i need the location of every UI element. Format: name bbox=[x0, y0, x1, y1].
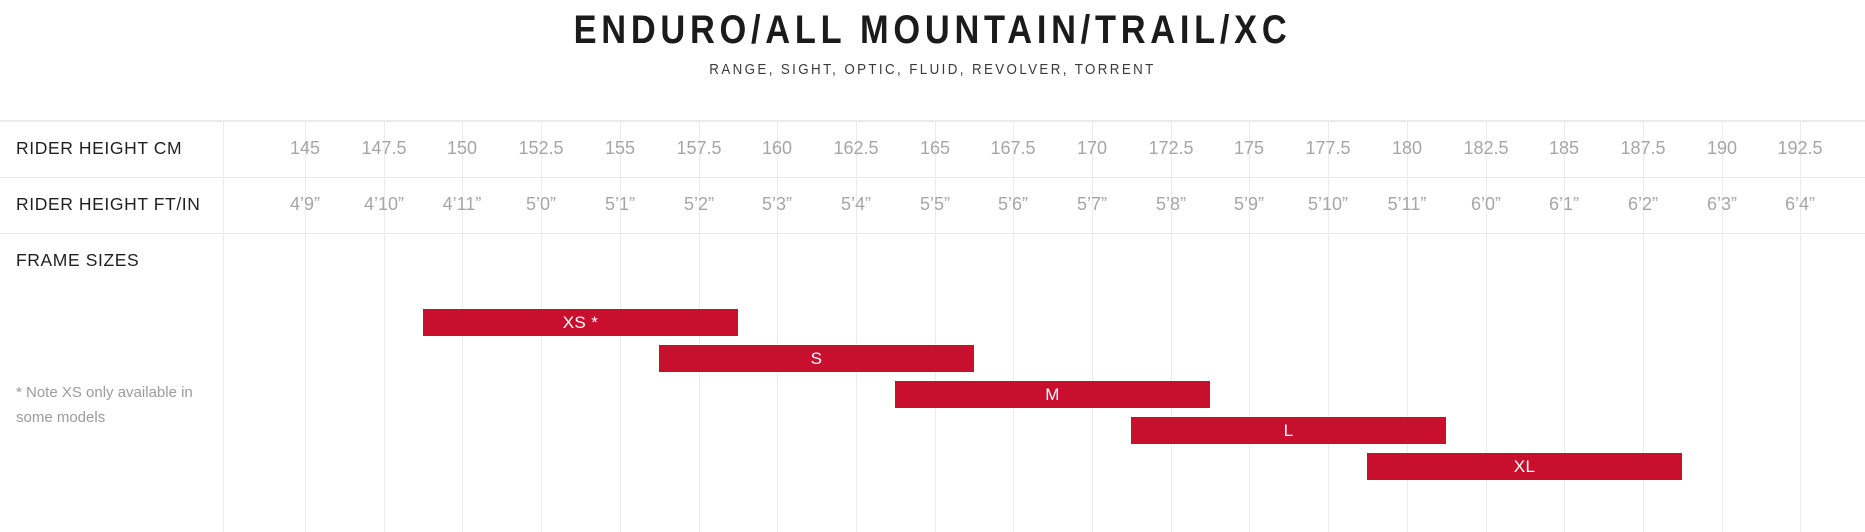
rider-height-cm-cell-12: 175 bbox=[1233, 138, 1265, 158]
rider-height-ftin-cell-5: 5’2” bbox=[683, 194, 715, 214]
chart-header: ENDURO/ALL MOUNTAIN/TRAIL/XC RANGE, SIGH… bbox=[0, 0, 1865, 98]
grid-hline-3 bbox=[0, 233, 1865, 234]
rider-height-cm-cell-19: 192.5 bbox=[1777, 138, 1823, 158]
rider-height-cm-cell-8: 165 bbox=[919, 138, 951, 158]
grid-vline-col-15 bbox=[1486, 120, 1487, 532]
rider-height-ftin-cell-1: 4’10” bbox=[363, 194, 405, 214]
chart-grid bbox=[0, 120, 1865, 532]
grid-vline-col-10 bbox=[1092, 120, 1093, 532]
rider-height-ftin-cell-14: 5’11” bbox=[1387, 194, 1427, 214]
rider-height-ftin-cell-12: 5’9” bbox=[1233, 194, 1265, 214]
grid-vline-col-9 bbox=[1013, 120, 1014, 532]
rider-height-cm-cell-16: 185 bbox=[1548, 138, 1580, 158]
footnote-xs-availability: * Note XS only available in some models bbox=[16, 384, 193, 426]
grid-hline-2 bbox=[0, 177, 1865, 178]
rider-height-ftin-cell-3: 5’0” bbox=[525, 194, 557, 214]
grid-vline-col-16 bbox=[1564, 120, 1565, 532]
row-label-rider-height-cm: RIDER HEIGHT CM bbox=[16, 138, 183, 158]
rider-height-ftin-cell-15: 6’0” bbox=[1470, 194, 1502, 214]
rider-height-ftin-cell-4: 5’1” bbox=[604, 194, 636, 214]
frame-size-bar-s: S bbox=[659, 345, 974, 372]
rider-height-cm-cell-11: 172.5 bbox=[1148, 138, 1194, 158]
grid-vline-col-11 bbox=[1171, 120, 1172, 532]
grid-vline-col-8 bbox=[935, 120, 936, 532]
rider-height-ftin-cell-10: 5’7” bbox=[1076, 194, 1108, 214]
rider-height-ftin-cell-7: 5’4” bbox=[840, 194, 872, 214]
grid-vline-col-19 bbox=[1800, 120, 1801, 532]
rider-height-ftin-cell-18: 6’3” bbox=[1706, 194, 1738, 214]
grid-vline-col-7 bbox=[856, 120, 857, 532]
grid-vline-col-12 bbox=[1249, 120, 1250, 532]
rider-height-cm-cell-2: 150 bbox=[446, 138, 478, 158]
grid-vline-col-0 bbox=[305, 120, 306, 532]
grid-vline-label-edge bbox=[223, 120, 224, 532]
rider-height-cm-cell-9: 167.5 bbox=[990, 138, 1036, 158]
rider-height-cm-cell-15: 182.5 bbox=[1463, 138, 1509, 158]
rider-height-cm-cell-13: 177.5 bbox=[1305, 138, 1351, 158]
rider-height-ftin-cell-9: 5’6” bbox=[997, 194, 1029, 214]
rider-height-cm-cell-17: 187.5 bbox=[1620, 138, 1666, 158]
grid-vline-col-1 bbox=[384, 120, 385, 532]
page-subtitle: RANGE, SIGHT, OPTIC, FLUID, REVOLVER, TO… bbox=[709, 62, 1156, 78]
page-title: ENDURO/ALL MOUNTAIN/TRAIL/XC bbox=[573, 8, 1292, 52]
grid-vline-col-18 bbox=[1722, 120, 1723, 532]
frame-size-bar-m: M bbox=[895, 381, 1210, 408]
rider-height-ftin-cell-6: 5’3” bbox=[761, 194, 793, 214]
rider-height-cm-cell-7: 162.5 bbox=[833, 138, 879, 158]
row-label-frame-sizes: FRAME SIZES bbox=[16, 250, 140, 270]
rider-height-cm-cell-3: 152.5 bbox=[518, 138, 564, 158]
rider-height-cm-cell-6: 160 bbox=[761, 138, 793, 158]
grid-vline-col-14 bbox=[1407, 120, 1408, 532]
row-label-rider-height-ftin: RIDER HEIGHT FT/IN bbox=[16, 194, 201, 214]
rider-height-ftin-cell-16: 6’1” bbox=[1548, 194, 1580, 214]
frame-size-bar-xs: XS * bbox=[423, 309, 738, 336]
rider-height-cm-cell-14: 180 bbox=[1391, 138, 1423, 158]
rider-height-cm-cell-0: 145 bbox=[289, 138, 321, 158]
grid-hline-0 bbox=[0, 120, 1865, 121]
grid-vline-col-13 bbox=[1328, 120, 1329, 532]
rider-height-cm-cell-1: 147.5 bbox=[361, 138, 407, 158]
rider-height-ftin-cell-2: 4’11” bbox=[442, 194, 482, 214]
grid-vline-col-6 bbox=[777, 120, 778, 532]
rider-height-cm-cell-18: 190 bbox=[1706, 138, 1738, 158]
rider-height-ftin-cell-13: 5’10” bbox=[1307, 194, 1349, 214]
rider-height-ftin-cell-0: 4’9” bbox=[289, 194, 321, 214]
frame-size-bar-xl: XL bbox=[1367, 453, 1682, 480]
grid-vline-col-17 bbox=[1643, 120, 1644, 532]
frame-size-bar-l: L bbox=[1131, 417, 1446, 444]
rider-height-ftin-cell-17: 6’2” bbox=[1627, 194, 1659, 214]
rider-height-ftin-cell-19: 6’4” bbox=[1784, 194, 1816, 214]
grid-hline-1 bbox=[0, 121, 1865, 122]
rider-height-cm-cell-5: 157.5 bbox=[676, 138, 722, 158]
rider-height-ftin-cell-11: 5’8” bbox=[1155, 194, 1187, 214]
rider-height-cm-cell-4: 155 bbox=[604, 138, 636, 158]
rider-height-ftin-cell-8: 5’5” bbox=[919, 194, 951, 214]
rider-height-cm-cell-10: 170 bbox=[1076, 138, 1108, 158]
